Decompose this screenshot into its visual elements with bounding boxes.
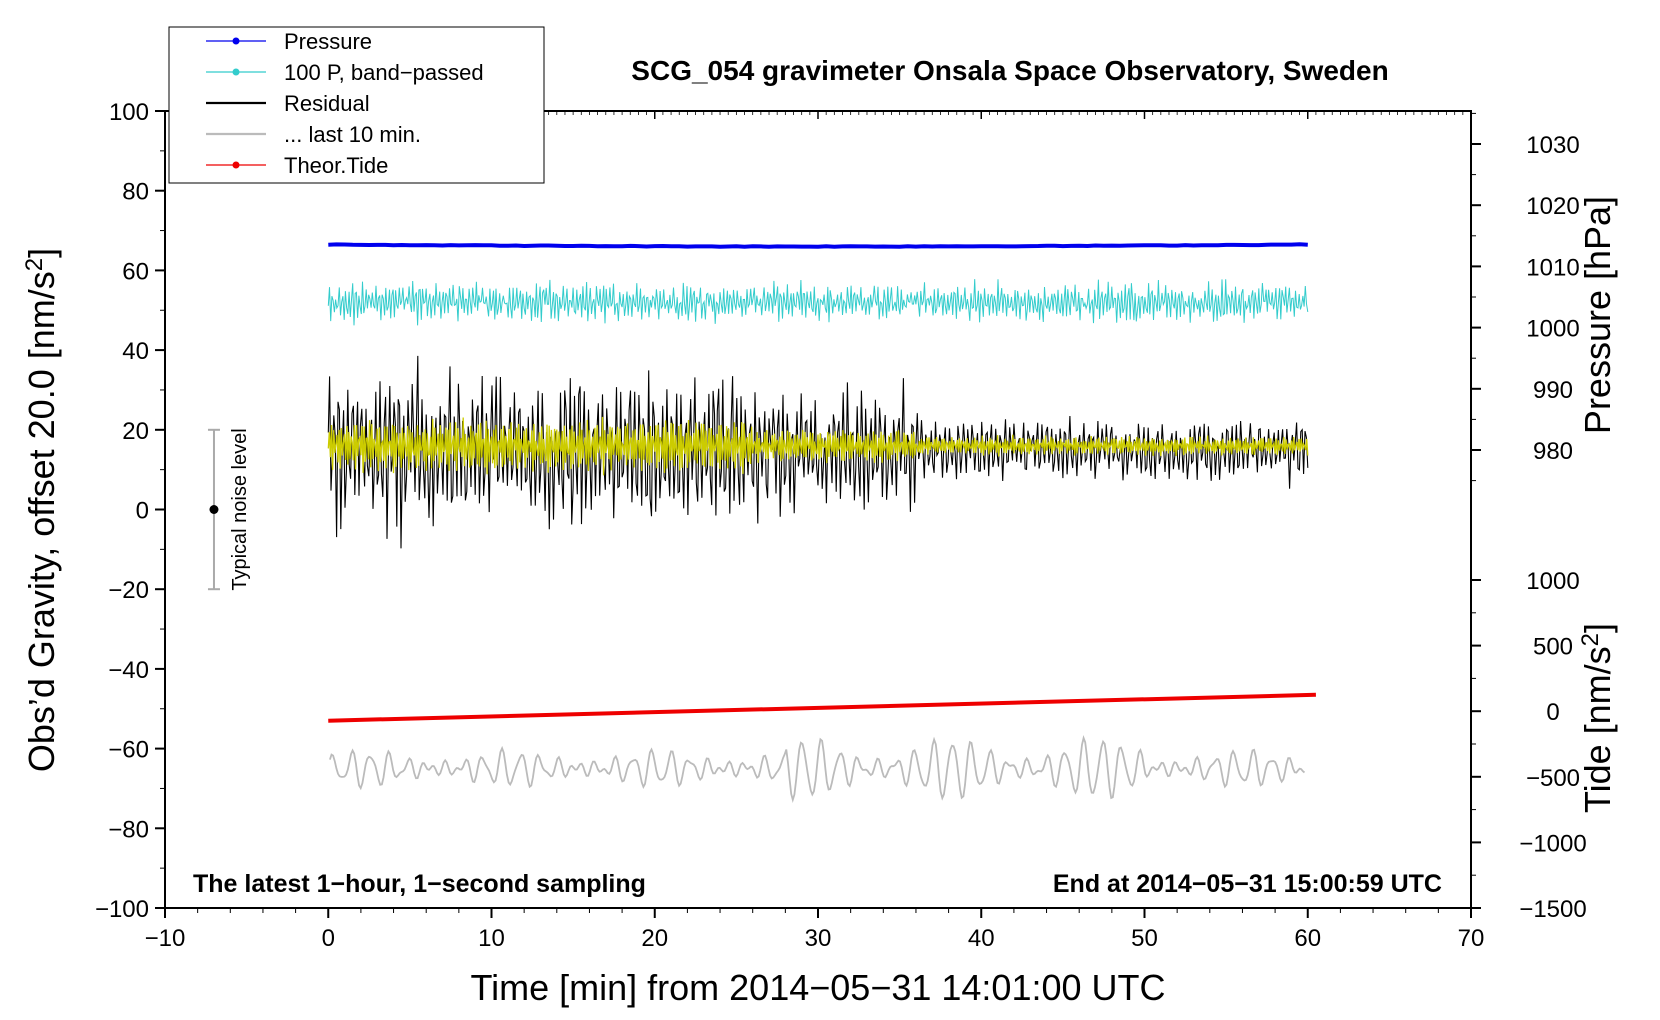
x-axis: −10 0 10 20 30 40 50 60 70 xyxy=(145,111,1485,952)
series-pressure xyxy=(328,242,1308,249)
tide-tick-label: 1000 xyxy=(1526,568,1579,595)
legend-swatch-marker xyxy=(232,37,240,45)
pressure-tick-label: 1030 xyxy=(1526,132,1579,159)
x-tick-label: 60 xyxy=(1294,925,1321,952)
pressure-tick-label: 1020 xyxy=(1526,193,1579,220)
series-theor-tide xyxy=(328,692,1316,723)
y-axis-left: 100 80 60 40 20 0 −20 −40 −60 −80 −100 xyxy=(95,99,165,923)
y-tick-label: 100 xyxy=(109,99,149,126)
pressure-tick-label: 990 xyxy=(1533,377,1573,404)
y-tick-label: −60 xyxy=(108,737,149,764)
x-tick-label: 0 xyxy=(322,925,335,952)
noise-level-indicator: Typical noise level xyxy=(207,428,251,591)
x-tick-label: 40 xyxy=(968,925,995,952)
legend-item: Theor.Tide xyxy=(206,153,388,178)
x-axis-label: Time [min] from 2014−05−31 14:01:00 UTC xyxy=(470,967,1165,1008)
legend-label: ... last 10 min. xyxy=(284,122,421,147)
y-axis-pressure: 1030 1020 1010 1000 990 980 xyxy=(1471,112,1580,482)
legend-label: Pressure xyxy=(284,29,372,54)
x-tick-label: 20 xyxy=(641,925,668,952)
legend: Pressure 100 P, band−passed Residual ... la… xyxy=(168,26,545,184)
chart-title: SCG_054 gravimeter Onsala Space Observat… xyxy=(631,55,1388,86)
legend-label: Residual xyxy=(284,91,370,116)
series-band-passed-pressure xyxy=(327,279,1309,326)
y-tick-label: −20 xyxy=(108,577,149,604)
x-tick-label: 30 xyxy=(805,925,832,952)
x-tick-label: 10 xyxy=(478,925,505,952)
legend-box xyxy=(168,26,545,184)
legend-swatch-marker xyxy=(232,68,240,76)
y-tick-label: 20 xyxy=(122,418,149,445)
y-tick-label: 0 xyxy=(136,498,149,525)
y-tick-label: −40 xyxy=(108,657,149,684)
series-layer xyxy=(327,242,1316,804)
annotation-end-time: End at 2014−05−31 15:00:59 UTC xyxy=(1053,870,1442,898)
tide-tick-label: 0 xyxy=(1546,699,1559,726)
y-tick-label: 60 xyxy=(122,258,149,285)
legend-item: Pressure xyxy=(206,29,372,54)
y-axis-tide: 1000 500 0 −500 −1000 −1500 xyxy=(1471,568,1587,923)
series-yellow-filtered xyxy=(327,416,1309,476)
y-tick-label: −100 xyxy=(95,896,149,923)
legend-item: Residual xyxy=(206,91,370,116)
legend-label: Theor.Tide xyxy=(284,153,388,178)
noise-center-dot xyxy=(209,505,219,514)
annotation-sampling: The latest 1−hour, 1−second sampling xyxy=(193,870,646,898)
tide-tick-label: 500 xyxy=(1533,634,1573,661)
y-tick-label: 80 xyxy=(122,179,149,206)
legend-label: 100 P, band−passed xyxy=(284,60,484,85)
y-axis-tide-label: Tide [nm/s2] xyxy=(1577,623,1618,813)
pressure-tick-label: 1000 xyxy=(1526,316,1579,343)
tide-tick-label: −500 xyxy=(1526,765,1580,792)
legend-item: 100 P, band−passed xyxy=(206,60,484,85)
y-tick-label: −80 xyxy=(108,816,149,843)
tide-tick-label: −1500 xyxy=(1519,896,1586,923)
series-last-10-min xyxy=(329,734,1306,804)
legend-item: ... last 10 min. xyxy=(206,122,421,147)
y-axis-left-label: Obs’d Gravity, offset 20.0 [nm/s2] xyxy=(21,248,62,772)
y-axis-pressure-label: Pressure [hPa] xyxy=(1577,196,1618,434)
x-tick-label: 50 xyxy=(1131,925,1158,952)
noise-label: Typical noise level xyxy=(229,428,251,590)
legend-swatch-marker xyxy=(232,161,240,169)
tide-tick-label: −1000 xyxy=(1519,830,1586,857)
pressure-tick-label: 1010 xyxy=(1526,254,1579,281)
x-tick-label: 70 xyxy=(1458,925,1485,952)
pressure-tick-label: 980 xyxy=(1533,438,1573,465)
x-tick-label: −10 xyxy=(145,925,186,952)
y-tick-label: 40 xyxy=(122,338,149,365)
